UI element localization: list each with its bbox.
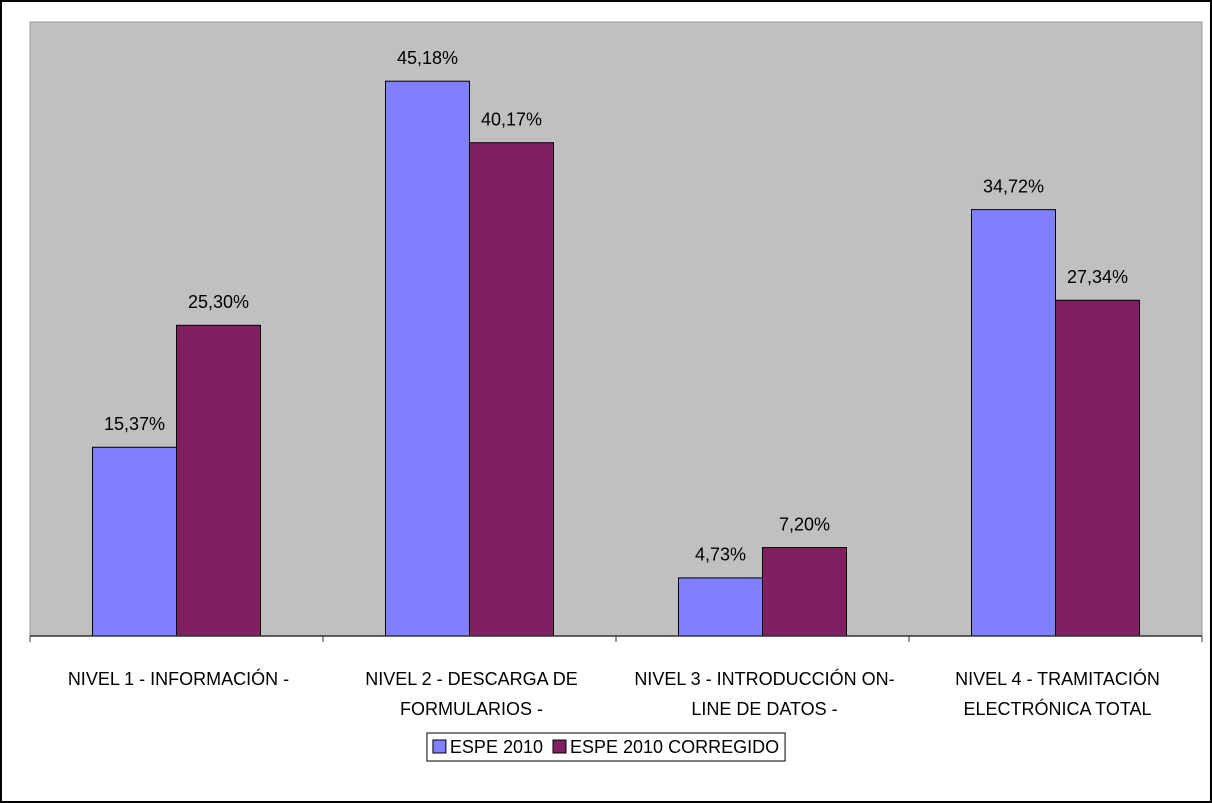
legend-box xyxy=(426,732,786,762)
data-label: 4,73% xyxy=(695,545,746,565)
legend-label: ESPE 2010 xyxy=(450,737,543,757)
bar xyxy=(762,547,847,637)
x-tick-label: NIVEL 1 - INFORMACIÓN - xyxy=(67,669,290,689)
bar xyxy=(678,577,763,637)
legend: ESPE 2010 ESPE 2010 CORREGIDO xyxy=(426,732,786,762)
x-tick-label: NIVEL 2 - DESCARGA DE FORMULARIOS - xyxy=(365,669,578,719)
bar xyxy=(469,142,554,637)
bar xyxy=(176,324,261,637)
x-tick-label: NIVEL 3 - INTRODUCCIÓN ON-LINE DE DATOS … xyxy=(634,669,895,719)
legend-swatch xyxy=(552,739,567,754)
legend-label: ESPE 2010 CORREGIDO xyxy=(570,737,779,757)
x-tick-label: NIVEL 4 - TRAMITACIÓN ELECTRÓNICA TOTAL xyxy=(955,669,1160,719)
data-label: 34,72% xyxy=(983,176,1044,196)
data-label: 27,34% xyxy=(1067,267,1128,287)
data-label: 40,17% xyxy=(481,109,542,129)
legend-swatch xyxy=(432,739,447,754)
data-label: 7,20% xyxy=(779,514,830,534)
bar xyxy=(1055,299,1140,637)
data-label: 45,18% xyxy=(397,48,458,68)
bar xyxy=(92,446,177,637)
bar xyxy=(385,80,470,637)
data-label: 25,30% xyxy=(188,292,249,312)
data-label: 15,37% xyxy=(104,414,165,434)
bar xyxy=(971,209,1056,637)
